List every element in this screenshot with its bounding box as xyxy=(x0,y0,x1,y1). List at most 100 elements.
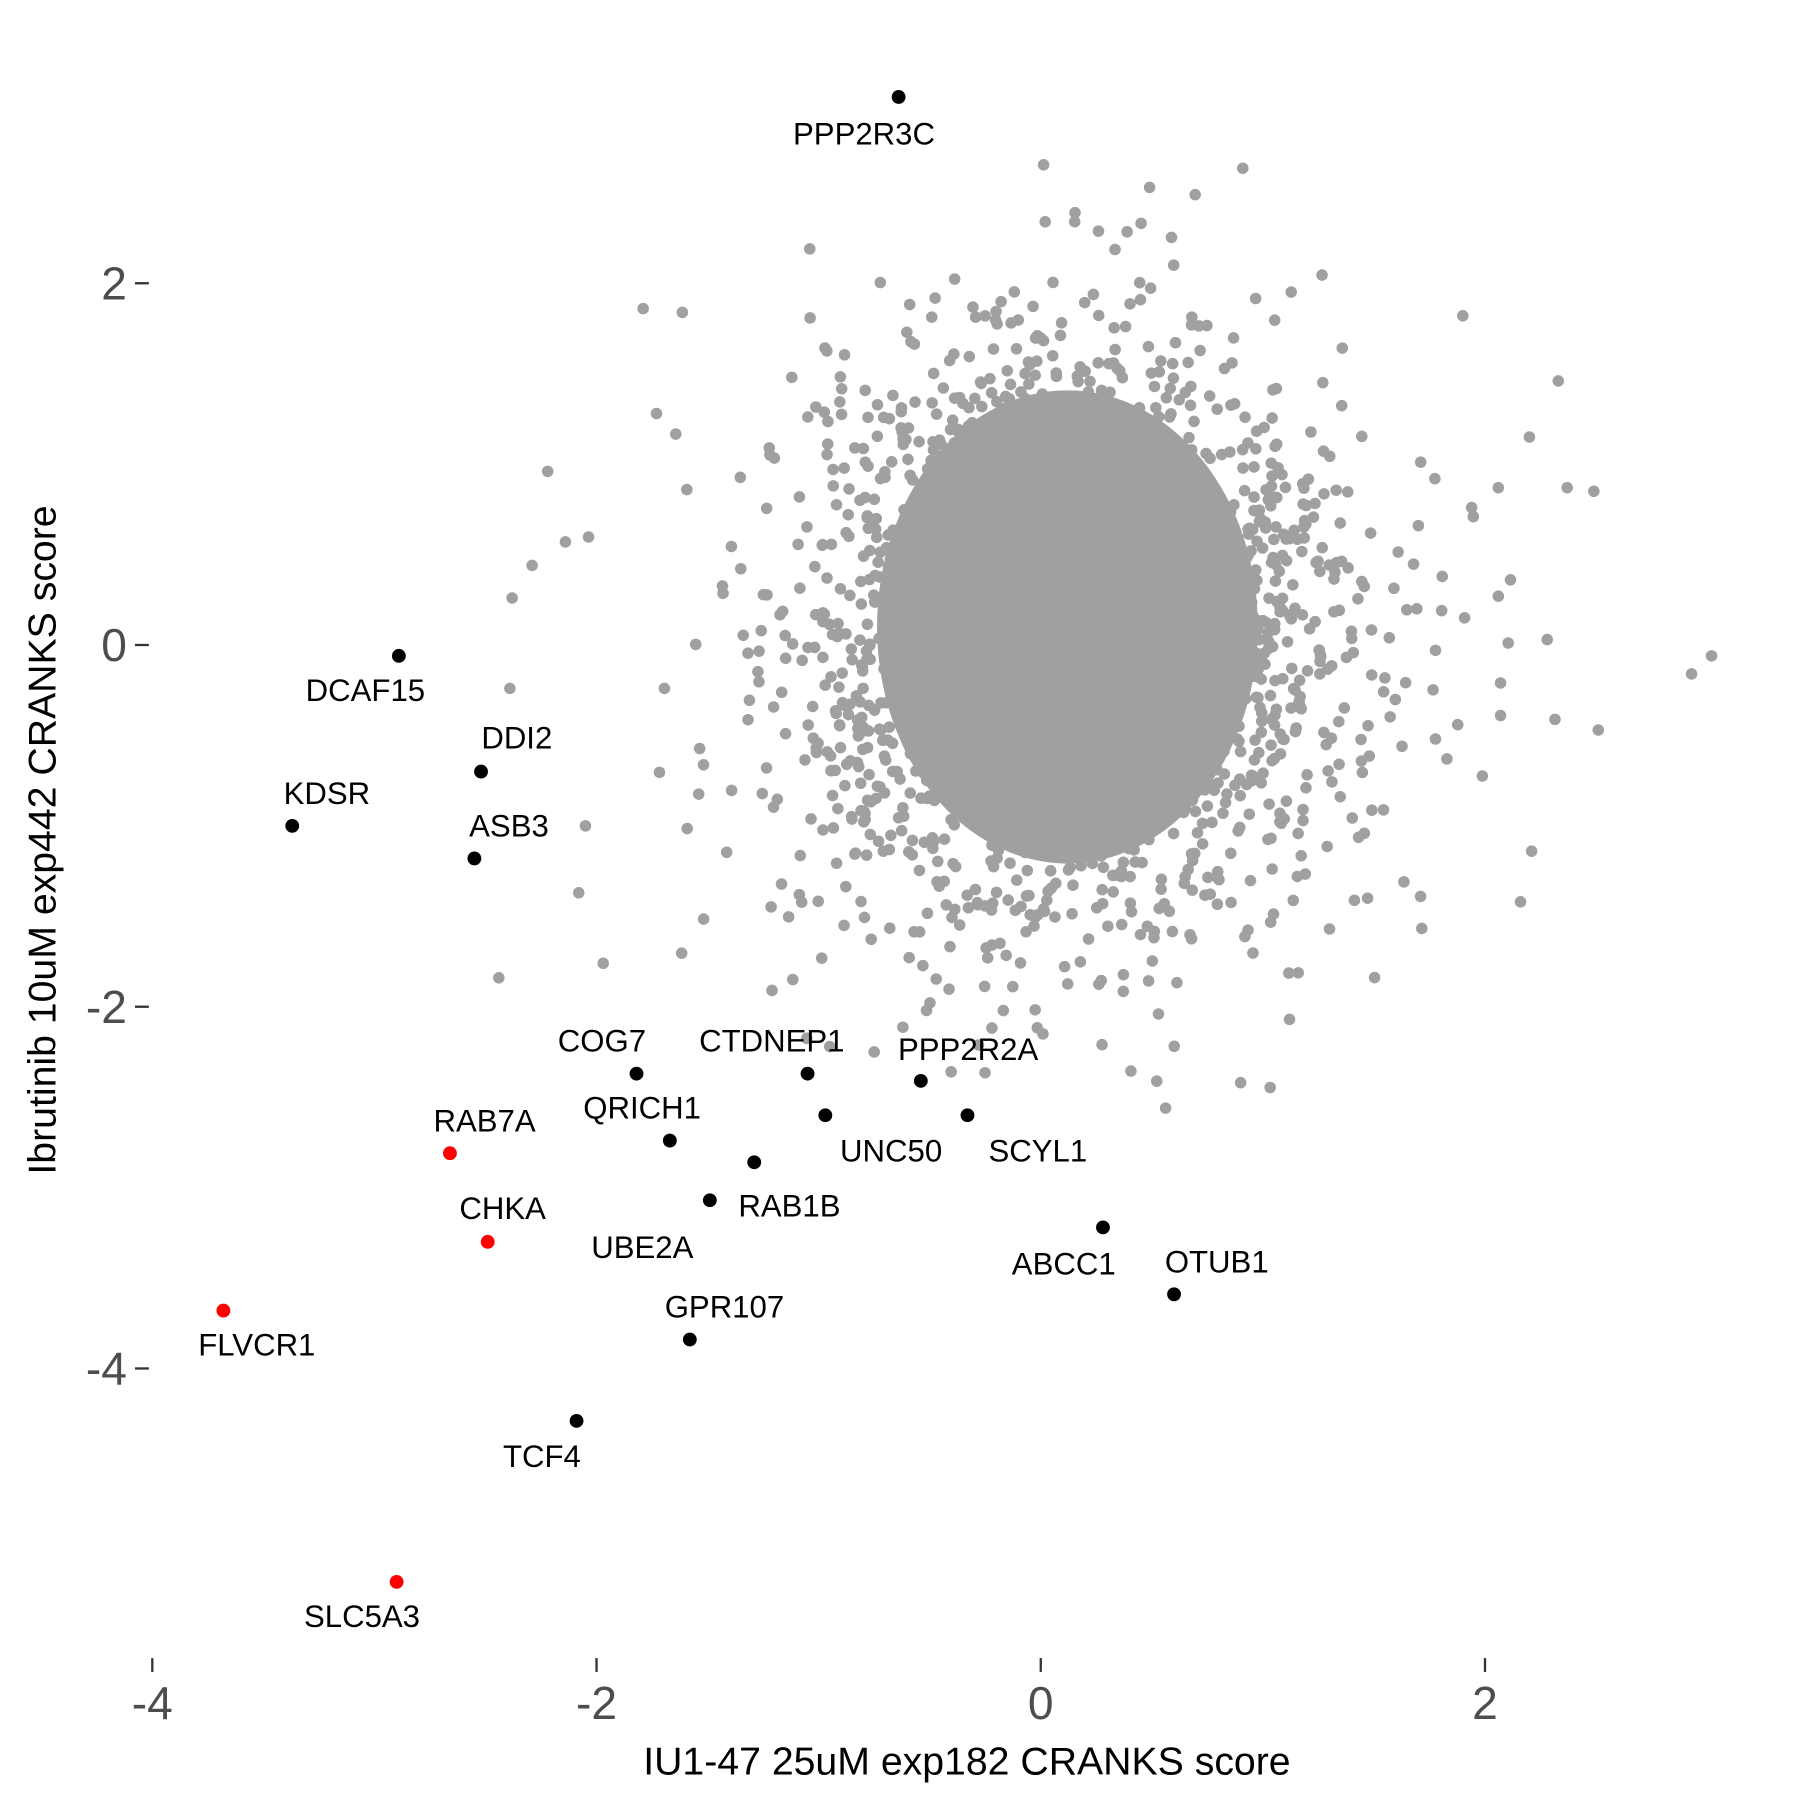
background-point xyxy=(1255,715,1268,727)
background-point xyxy=(1063,617,1075,629)
y-tick-label: 0 xyxy=(101,619,127,671)
background-point xyxy=(1217,732,1230,744)
background-point xyxy=(1243,808,1256,820)
background-point xyxy=(996,431,1009,443)
background-point xyxy=(1102,920,1114,932)
background-point xyxy=(857,442,870,455)
background-point xyxy=(881,734,894,746)
background-point xyxy=(1037,650,1050,662)
background-point xyxy=(843,530,855,543)
background-point xyxy=(952,624,964,637)
background-point xyxy=(1299,868,1312,880)
background-point xyxy=(894,530,906,543)
background-point xyxy=(858,805,870,817)
background-point xyxy=(1228,582,1240,594)
background-point xyxy=(913,926,926,938)
background-point xyxy=(1253,504,1266,516)
background-point xyxy=(1274,807,1286,820)
background-point xyxy=(1292,827,1304,840)
background-point xyxy=(1092,225,1105,237)
point-label: RAB7A xyxy=(433,1103,535,1138)
background-point xyxy=(1436,570,1449,583)
background-point xyxy=(855,895,867,908)
background-point xyxy=(1248,491,1260,503)
background-point xyxy=(1072,548,1085,560)
background-point xyxy=(821,572,833,584)
background-point xyxy=(1180,774,1192,786)
background-point xyxy=(1005,463,1017,476)
background-point xyxy=(1064,583,1077,596)
background-point xyxy=(821,448,833,461)
background-point xyxy=(1200,447,1212,460)
background-point xyxy=(862,411,874,424)
background-point xyxy=(1492,481,1505,494)
background-point xyxy=(1026,785,1039,797)
background-point xyxy=(919,545,932,558)
background-point xyxy=(1026,596,1039,609)
background-point xyxy=(506,592,518,604)
background-point xyxy=(1411,603,1423,615)
background-point xyxy=(1183,580,1195,593)
background-point xyxy=(922,521,935,534)
background-point xyxy=(1235,600,1247,613)
background-point xyxy=(1021,846,1033,858)
background-point xyxy=(810,401,822,413)
background-point xyxy=(1128,844,1140,856)
background-point xyxy=(1143,833,1155,846)
background-point xyxy=(1084,825,1096,837)
background-point xyxy=(1228,499,1240,511)
background-point xyxy=(1152,482,1165,495)
background-point xyxy=(1234,745,1247,758)
background-point xyxy=(1211,564,1224,576)
background-point xyxy=(937,596,949,608)
background-point xyxy=(855,598,868,610)
point-asb3 xyxy=(467,851,482,866)
background-point xyxy=(1003,504,1016,516)
background-point xyxy=(830,707,842,720)
background-point xyxy=(812,895,824,908)
background-point xyxy=(927,367,940,380)
background-point xyxy=(972,1039,985,1051)
background-point xyxy=(1107,886,1119,898)
background-point xyxy=(1150,455,1162,468)
background-point xyxy=(1269,575,1282,587)
background-point xyxy=(1292,967,1305,979)
background-point xyxy=(1068,595,1080,608)
background-point xyxy=(991,538,1004,550)
background-point xyxy=(900,667,912,680)
background-point xyxy=(1175,719,1188,732)
background-point xyxy=(1270,438,1283,450)
background-point xyxy=(997,1004,1010,1017)
background-point xyxy=(1226,357,1238,369)
background-point xyxy=(969,553,982,566)
background-point xyxy=(1202,871,1214,884)
background-point xyxy=(1138,470,1151,483)
background-point xyxy=(1305,426,1317,438)
background-point xyxy=(1039,724,1051,737)
background-point xyxy=(868,1046,880,1058)
background-point xyxy=(1238,484,1251,497)
background-point xyxy=(871,398,884,411)
background-point xyxy=(1074,584,1087,597)
background-point xyxy=(1561,481,1573,494)
background-point xyxy=(806,700,819,713)
background-point xyxy=(1161,756,1174,769)
background-point xyxy=(1268,719,1281,731)
background-point xyxy=(1189,657,1201,669)
background-point xyxy=(971,898,984,911)
background-point xyxy=(1041,605,1053,618)
background-point xyxy=(1213,873,1225,886)
background-point xyxy=(809,560,821,573)
background-point xyxy=(935,450,947,463)
background-point xyxy=(822,415,834,428)
background-point xyxy=(933,880,945,892)
background-point xyxy=(1251,574,1263,587)
background-point xyxy=(755,624,767,637)
background-point xyxy=(734,562,747,575)
background-point xyxy=(681,483,693,496)
background-point xyxy=(878,663,890,675)
background-point xyxy=(693,742,706,755)
background-point xyxy=(904,747,917,760)
background-point xyxy=(983,420,996,433)
background-point xyxy=(1166,357,1179,370)
